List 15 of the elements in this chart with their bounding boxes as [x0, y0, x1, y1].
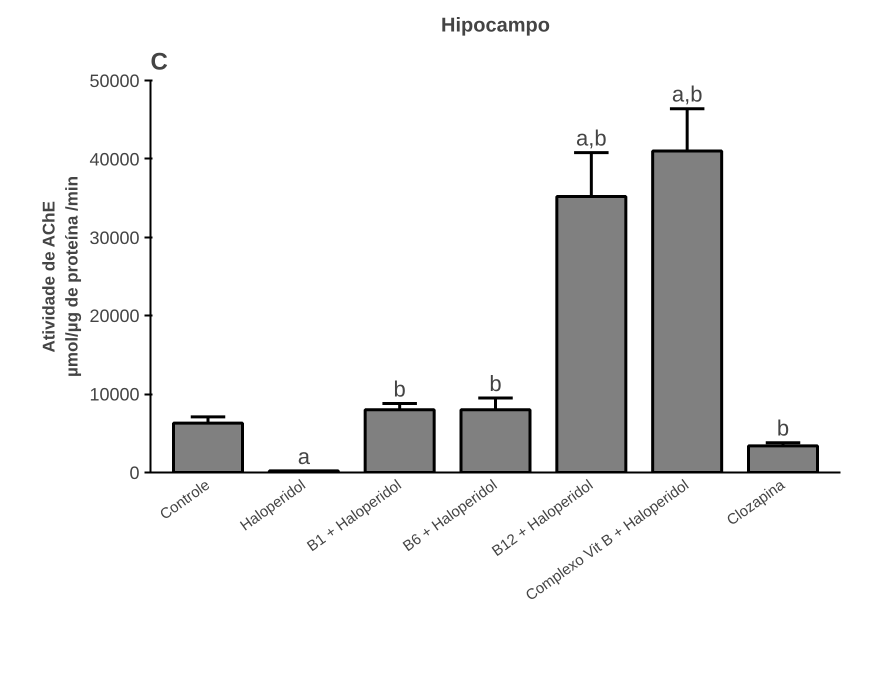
annotation: b — [489, 371, 502, 396]
y-tick-label: 0 — [129, 463, 140, 483]
chart-title: Hipocampo — [441, 14, 550, 36]
y-axis-title: Atividade de AChE µmol/µg de proteína /min — [40, 176, 82, 377]
annotation: a,b — [672, 82, 702, 107]
y-tick-label: 40000 — [89, 149, 140, 170]
annotation: a — [298, 444, 311, 469]
annotation: a,b — [576, 126, 607, 151]
annotation: b — [394, 376, 406, 402]
y-tick-label: 20000 — [89, 306, 140, 326]
text: C — [150, 48, 168, 76]
y-tick-label: 50000 — [89, 71, 140, 91]
y-tick-label: 10000 — [89, 384, 140, 405]
annotation: b — [776, 416, 790, 441]
y-tick-label: 30000 — [89, 228, 140, 248]
